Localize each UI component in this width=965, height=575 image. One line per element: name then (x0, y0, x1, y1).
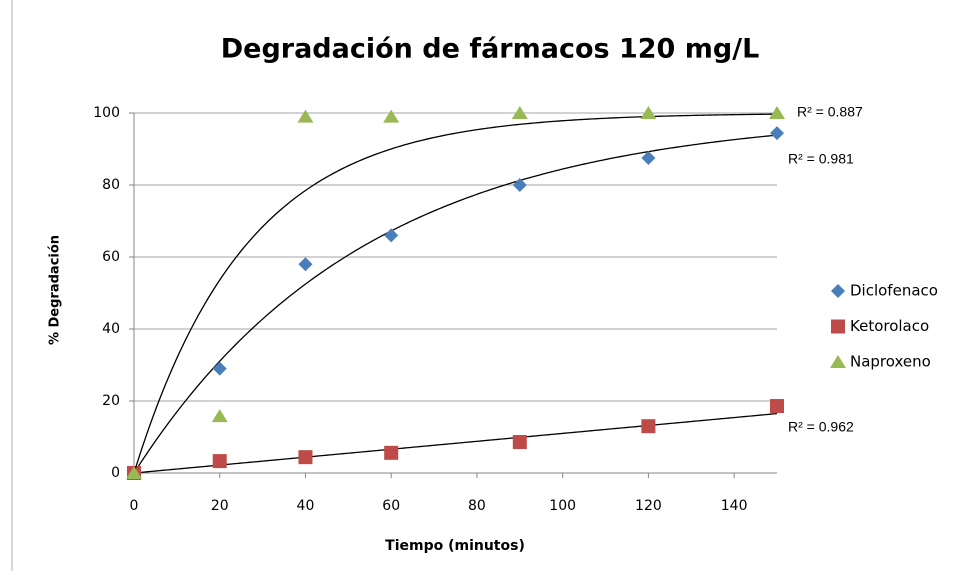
data-point (212, 454, 227, 469)
data-point (641, 419, 656, 434)
y-tick-label: 60 (102, 249, 120, 265)
x-tick-label: 40 (297, 498, 315, 514)
y-tick-label: 20 (102, 393, 120, 409)
y-tick-label: 40 (102, 321, 120, 337)
x-tick-label: 140 (721, 498, 748, 514)
data-point (770, 399, 784, 414)
data-point (298, 257, 313, 272)
data-point (512, 178, 527, 192)
legend-marker (831, 319, 845, 334)
legend-label: Ketorolaco (850, 317, 929, 335)
x-axis-label: Tiempo (minutos) (385, 538, 525, 554)
trend-line (133, 412, 778, 474)
trend-label: R² = 0.887 (797, 104, 863, 120)
data-point (212, 361, 227, 376)
data-point (126, 466, 142, 479)
legend-label: Naproxeno (850, 353, 931, 371)
data-point (384, 445, 399, 460)
x-tick-label: 80 (468, 498, 486, 514)
data-point (297, 109, 314, 123)
y-axis-label: % Degradación (48, 235, 63, 345)
data-point (641, 151, 656, 165)
data-point (298, 450, 313, 465)
x-tick-label: 20 (211, 498, 229, 514)
x-tick-label: 0 (130, 498, 139, 514)
chart-title: Degradación de fármacos 120 mg/L (221, 34, 760, 65)
x-tick-label: 120 (635, 498, 662, 514)
y-tick-label: 0 (111, 465, 120, 481)
y-tick-label: 100 (93, 105, 120, 121)
legend-label: Diclofenaco (850, 282, 938, 300)
trend-label: R² = 0.962 (788, 419, 854, 435)
x-tick-label: 60 (382, 498, 400, 514)
data-point (512, 435, 527, 450)
data-point (211, 409, 228, 423)
x-tick-label: 100 (549, 498, 576, 514)
data-point (383, 109, 400, 123)
trend-line (133, 113, 778, 474)
legend-marker (831, 284, 845, 298)
data-point (511, 106, 528, 119)
data-point (770, 126, 784, 141)
y-tick-label: 80 (102, 177, 120, 193)
trend-line (133, 134, 778, 474)
data-point (640, 106, 657, 119)
legend-marker (830, 355, 846, 368)
data-point (769, 106, 785, 119)
data-point (384, 228, 399, 243)
trend-label: R² = 0.981 (788, 151, 854, 167)
